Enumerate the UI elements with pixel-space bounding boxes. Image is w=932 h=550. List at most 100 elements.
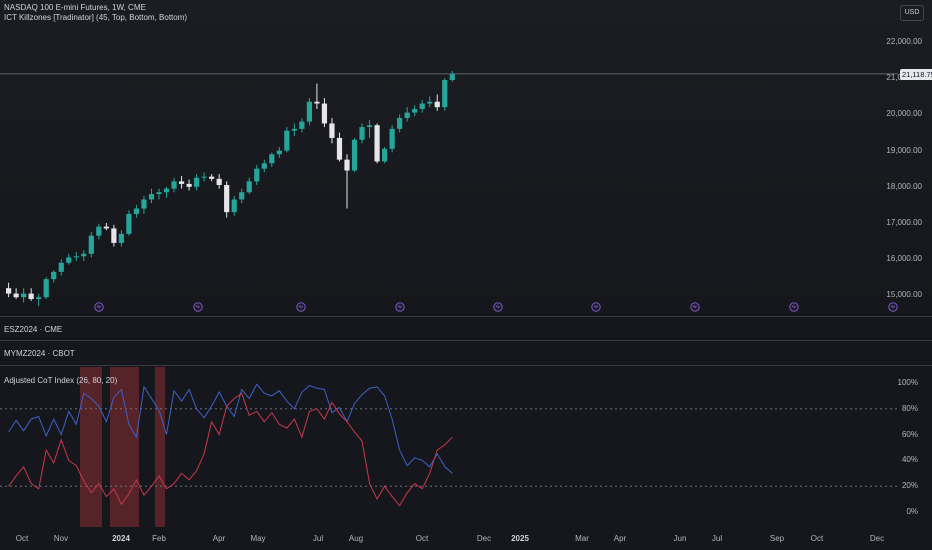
candle [366,119,373,138]
cot-extreme-zone [80,367,102,527]
candle-body [66,257,72,263]
currency-button[interactable]: USD [900,5,924,21]
candle [276,146,282,158]
candle [374,123,380,164]
cot-indicator-title[interactable]: Adjusted CoT Index (26, 80, 20) [4,376,118,385]
event-marker-icon [193,302,203,312]
candle-body [314,101,320,104]
candle-body [231,199,237,213]
candle-body [178,181,185,184]
event-marker-icon [395,302,405,312]
candle [36,293,42,307]
candle-body [359,127,365,140]
candle [246,177,252,195]
main-price-pane[interactable]: NASDAQ 100 E-mini Futures, 1W, CME ICT K… [0,0,932,316]
candle-body [209,176,215,179]
cot-extreme-zone [155,367,165,527]
cot-tick: 100% [897,378,918,387]
cot-plot-svg [0,367,898,527]
candle [66,253,72,265]
candle-body [141,199,147,209]
candle-body [58,262,64,272]
candle-body [111,228,117,243]
candle [133,204,140,218]
candle-body [216,178,222,185]
pane-divider[interactable] [0,340,932,341]
cot-tick: 60% [901,429,918,439]
candle-body [254,168,260,182]
candle [224,181,230,218]
event-marker-icon [94,302,104,312]
candle-body [427,101,433,104]
candle [404,107,410,122]
price-tick: 19,000.00 [886,145,922,155]
candle [21,288,27,303]
es-pane-title[interactable]: ESZ2024 · CME [4,325,63,334]
candle [329,118,335,144]
candle-body [103,226,109,229]
cot-tick: 80% [901,403,918,413]
candle-body [329,123,335,138]
candle [186,179,192,191]
event-marker-icon [296,302,306,312]
candle-body [186,183,192,187]
candle [269,152,275,167]
candle-body [351,139,358,171]
event-marker-icon [888,302,898,312]
candle-body [36,297,42,300]
ym-pane-title[interactable]: MYMZ2024 · CBOT [4,349,75,358]
symbol-title[interactable]: NASDAQ 100 E-mini Futures, 1W, CME [4,3,146,12]
time-tick: Feb [152,534,166,543]
candle [284,127,290,153]
candle-body [96,226,102,236]
candle-body [51,271,57,280]
indicator-legend[interactable]: ICT Killzones [Tradinator] (45, Top, Bot… [4,13,188,22]
event-marker-icon [690,302,700,312]
pane-divider[interactable] [0,316,932,317]
candle-body [133,208,140,214]
candle-body [291,128,297,131]
event-marker-icon [789,302,799,312]
candle-body [336,137,343,160]
candle-body [163,188,170,193]
candle [96,223,102,240]
candle [291,123,297,137]
cot-tick: 40% [901,455,918,465]
candle-body [73,256,79,258]
candle-body [239,192,245,200]
candle-body [404,112,410,119]
candle-body [148,194,155,200]
candle-body [156,192,162,195]
candle-body [321,103,328,124]
ym-pane[interactable]: MYMZ2024 · CBOT [0,342,932,364]
pane-divider[interactable] [0,365,932,366]
event-marker-icon [493,302,503,312]
candle-body [28,293,34,300]
candle [434,94,440,111]
price-tick: 16,000.00 [886,254,922,264]
candle-body [246,181,252,193]
time-tick: Dec [869,534,885,543]
time-tick: Aug [348,534,364,543]
candle [163,186,170,198]
candle [81,250,87,262]
time-tick: Apr [613,534,627,543]
time-tick: Apr [212,534,226,543]
es-pane[interactable]: ESZ2024 · CME [0,317,932,339]
candle-body [374,125,380,162]
candle-body [224,184,230,213]
candle-body [126,213,132,234]
candle [141,195,147,214]
candle-body [276,150,282,155]
time-tick: Oct [15,534,29,543]
candle-body [201,176,207,178]
candle [344,154,350,209]
candle [389,125,395,153]
time-tick: Sep [769,534,785,543]
price-tick: 15,000.00 [886,290,922,300]
cot-index-pane[interactable]: Adjusted CoT Index (26, 80, 20) 100% 80% 6… [0,367,932,527]
last-price-label: 21,118.75 [900,69,932,80]
cot-red-series [8,392,453,507]
time-tick: May [250,534,266,543]
candle-body [118,233,124,243]
